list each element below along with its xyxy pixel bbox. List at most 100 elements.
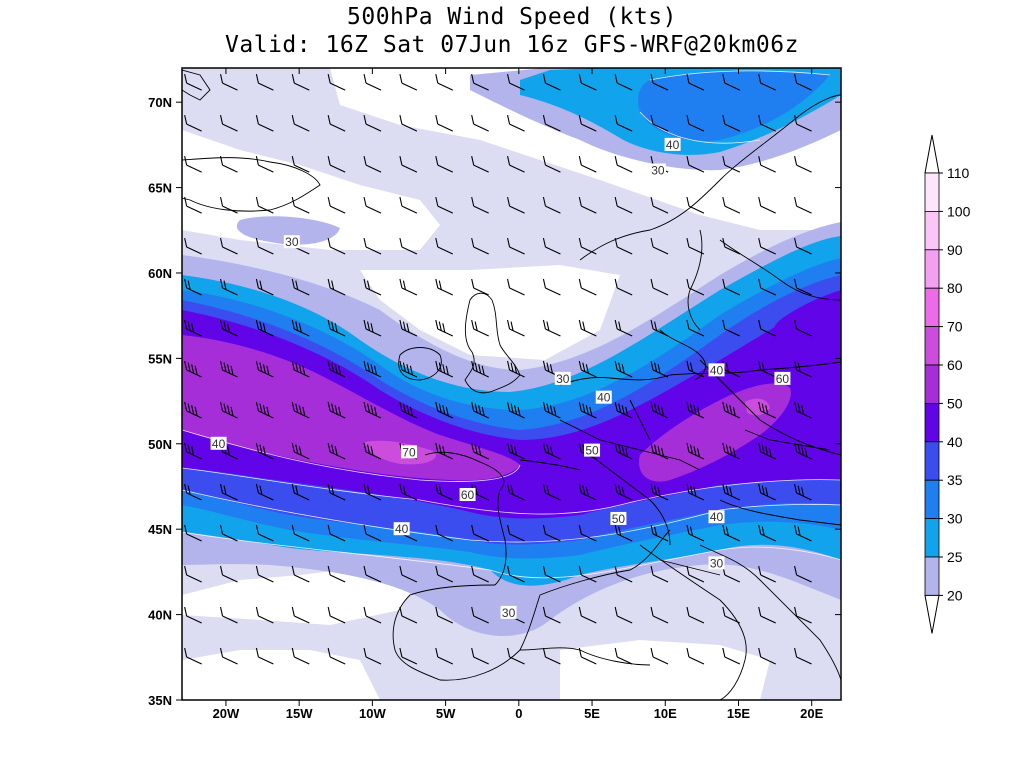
wind-barb-236 <box>255 606 274 624</box>
svg-text:5W: 5W <box>436 706 456 721</box>
coastline-9 <box>424 451 507 586</box>
wind-barb-11 <box>578 73 597 91</box>
wind-barb-58 <box>327 196 346 214</box>
wind-barb-27 <box>507 114 525 132</box>
wind-barb-258 <box>399 647 418 665</box>
lat-tick-7: 35N <box>148 693 841 708</box>
wind-barb-6 <box>399 73 418 91</box>
wind-barb-241 <box>435 606 454 624</box>
colorbar-swatch-9 <box>924 518 940 558</box>
wind-barb-240 <box>399 606 418 624</box>
wind-barb-0 <box>184 73 202 91</box>
wind-barb-68 <box>686 196 705 214</box>
wind-barb-166 <box>327 442 346 460</box>
wind-barb-86 <box>686 237 705 255</box>
wind-barb-252 <box>184 647 202 665</box>
wind-barb-103 <box>650 278 669 296</box>
wind-barb-92 <box>255 278 274 296</box>
wind-barb-245 <box>578 606 597 624</box>
wind-barb-50 <box>686 155 705 173</box>
wind-barb-28 <box>542 114 561 132</box>
svg-text:35N: 35N <box>148 693 172 708</box>
wind-barb-15 <box>722 73 741 91</box>
wind-barb-159 <box>722 401 741 419</box>
wind-barb-223 <box>435 565 454 583</box>
fill-region-13 <box>638 70 830 141</box>
colorbar-label-7: 40 <box>947 434 963 450</box>
wind-barb-100 <box>542 278 561 296</box>
svg-text:40: 40 <box>666 138 680 152</box>
wind-barb-235 <box>219 606 238 624</box>
wind-barb-147 <box>291 401 310 419</box>
wind-barb-165 <box>291 442 310 460</box>
wind-barb-23 <box>363 114 382 132</box>
wind-barb-193 <box>650 483 669 501</box>
wind-barb-47 <box>578 155 597 173</box>
wind-barb-169 <box>435 442 454 460</box>
wind-barb-5 <box>363 73 382 91</box>
svg-text:55N: 55N <box>148 351 172 366</box>
wind-barb-38 <box>255 155 274 173</box>
wind-barb-104 <box>686 278 705 296</box>
svg-text:10E: 10E <box>654 706 677 721</box>
wind-barb-73 <box>219 237 238 255</box>
wind-barb-137 <box>578 360 597 378</box>
wind-barb-116 <box>471 319 489 337</box>
wind-barb-69 <box>722 196 741 214</box>
wind-barb-262 <box>542 647 561 665</box>
wind-barb-61 <box>435 196 454 214</box>
colorbar-label-4: 70 <box>947 319 963 335</box>
wind-barb-242 <box>471 606 489 624</box>
contour-label-10: 60 <box>459 488 476 502</box>
colorbar-swatch-6 <box>924 402 940 443</box>
svg-text:30: 30 <box>710 556 724 570</box>
wind-barb-230 <box>686 565 705 583</box>
wind-barb-93 <box>291 278 310 296</box>
wind-barb-239 <box>363 606 382 624</box>
wind-barb-95 <box>363 278 382 296</box>
wind-barb-244 <box>542 606 561 624</box>
contour-line-1 <box>182 467 841 515</box>
wind-barb-259 <box>435 647 454 665</box>
svg-text:15E: 15E <box>727 706 750 721</box>
wind-barb-46 <box>542 155 561 173</box>
wind-barb-65 <box>578 196 597 214</box>
wind-barb-90 <box>184 278 202 296</box>
wind-barb-261 <box>507 647 525 665</box>
wind-barb-19 <box>219 114 238 132</box>
wind-barb-48 <box>614 155 633 173</box>
wind-barb-77 <box>363 237 382 255</box>
wind-barb-127 <box>219 360 238 378</box>
wind-barb-124 <box>758 319 776 337</box>
wind-barb-172 <box>542 442 561 460</box>
wind-barb-89 <box>794 237 812 255</box>
wind-barb-190 <box>542 483 561 501</box>
wind-barb-105 <box>722 278 741 296</box>
svg-text:45N: 45N <box>148 522 172 537</box>
contour-line-4 <box>649 70 831 81</box>
wind-barb-149 <box>363 401 382 419</box>
svg-text:60: 60 <box>461 488 475 502</box>
colorbar-swatch-8 <box>924 479 940 520</box>
colorbar-swatch-2 <box>924 249 940 289</box>
wind-barb-191 <box>578 483 597 501</box>
svg-text:65N: 65N <box>148 181 172 196</box>
wind-barb-26 <box>471 114 489 132</box>
wind-barb-224 <box>471 565 489 583</box>
contour-line-5 <box>639 111 761 144</box>
wind-barb-161 <box>794 401 812 419</box>
wind-barb-167 <box>363 442 382 460</box>
lon-tick-2: 10W <box>359 68 386 721</box>
lat-tick-0: 70N <box>148 95 841 110</box>
wind-barb-42 <box>399 155 418 173</box>
wind-barb-115 <box>435 319 454 337</box>
coastline-18 <box>519 459 581 471</box>
colorbar-legend: 110 100 90 80 70 60 50 40 35 30 25 20 <box>924 134 971 634</box>
wind-barb-264 <box>614 647 633 665</box>
contour-label-12: 40 <box>393 522 410 536</box>
coastline-21 <box>744 429 831 451</box>
wind-barb-213 <box>722 524 741 542</box>
svg-text:30: 30 <box>651 163 665 177</box>
contour-label-0: 40 <box>664 137 681 152</box>
